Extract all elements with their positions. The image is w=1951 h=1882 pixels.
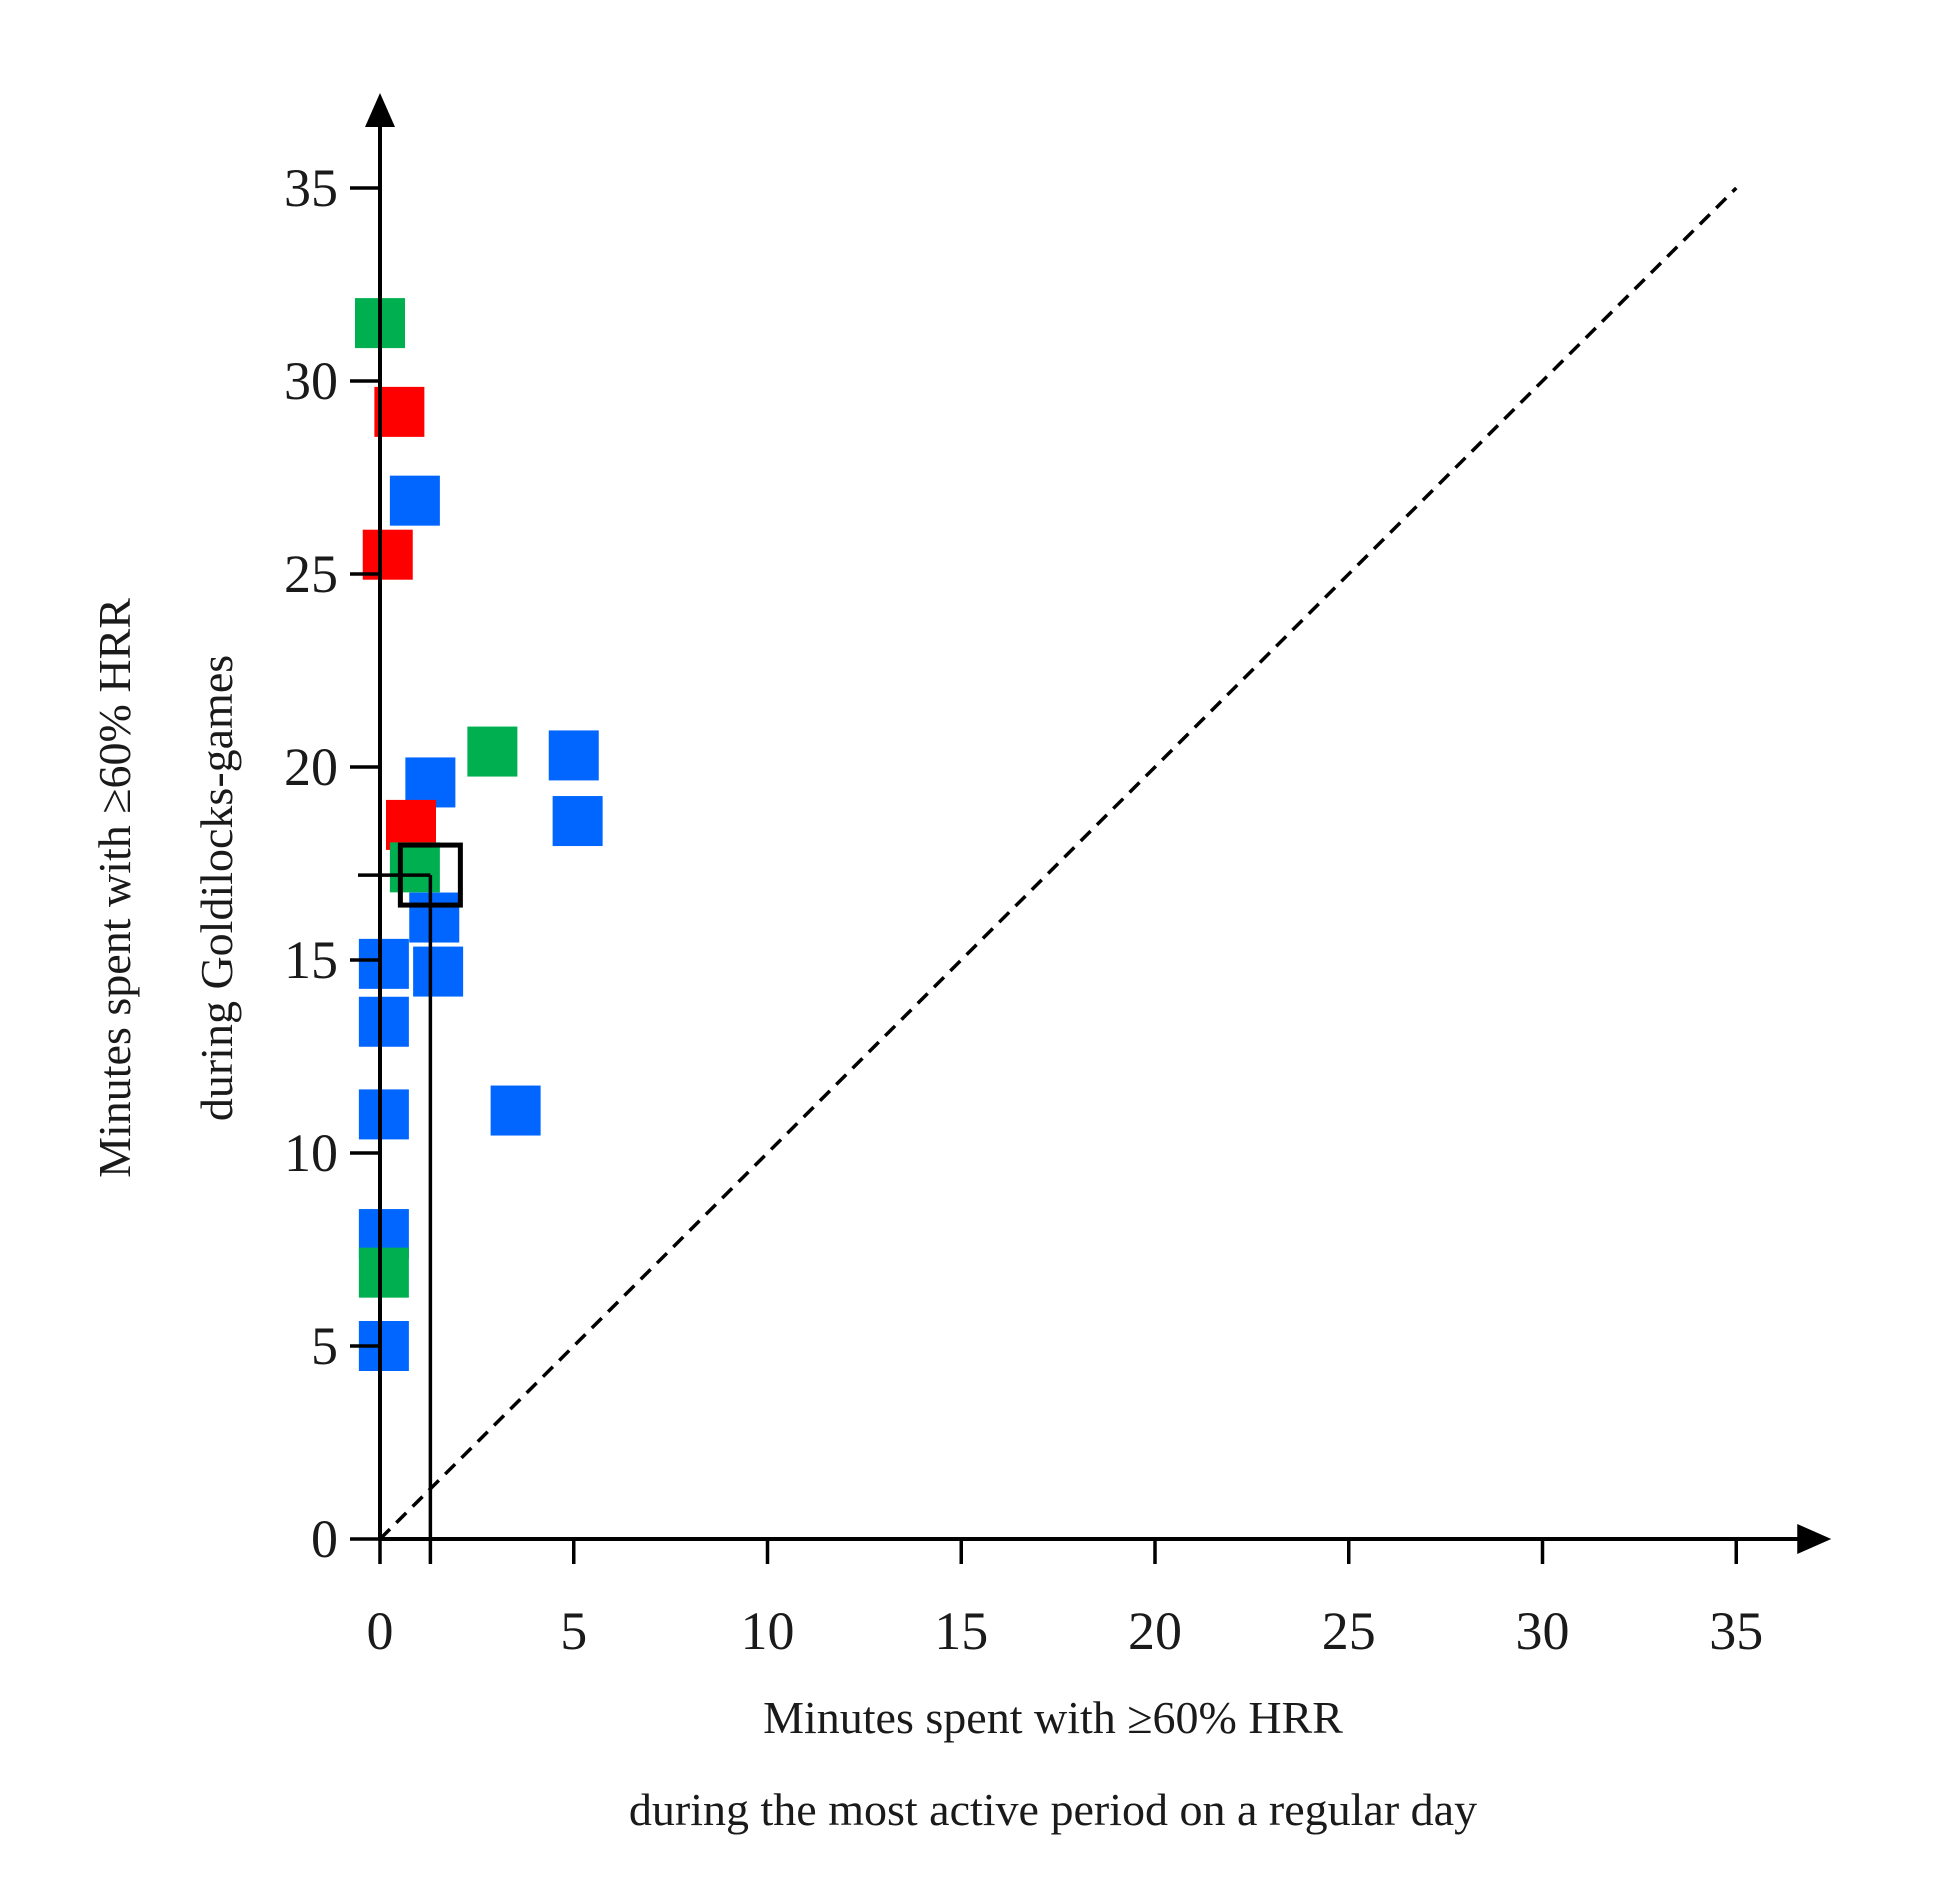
- blue-point-3: [552, 796, 603, 847]
- blue-point-5: [413, 946, 464, 997]
- x-tick-label-6: 30: [1516, 1601, 1570, 1661]
- red-point-0: [374, 386, 425, 437]
- y-tick-label-5: 25: [284, 544, 338, 604]
- blue-point-8: [490, 1085, 541, 1136]
- y-tick-label-4: 20: [284, 737, 338, 797]
- points-layer: [355, 298, 603, 1564]
- blue-point-1: [405, 757, 456, 808]
- x-tick-label-1: 5: [560, 1601, 587, 1661]
- green-point-3: [358, 1247, 409, 1298]
- mean-marker-square: [397, 842, 463, 908]
- blue-point-4: [409, 892, 460, 943]
- green-point-2: [389, 842, 440, 893]
- red-point-2: [386, 799, 436, 850]
- x-tick-label-0: 0: [367, 1601, 394, 1661]
- y-tick-label-0: 0: [311, 1509, 338, 1569]
- y-tick-label-2: 10: [284, 1123, 338, 1183]
- red-point-1: [362, 529, 413, 580]
- x-tick-label-2: 10: [741, 1601, 795, 1661]
- x-tick-label-5: 25: [1322, 1601, 1376, 1661]
- y-tick-label-7: 35: [284, 158, 338, 218]
- blue-point-6: [358, 938, 409, 989]
- x-tick-label-4: 20: [1128, 1601, 1182, 1661]
- x-tick-label-3: 15: [934, 1601, 988, 1661]
- x-tick-label-7: 35: [1709, 1601, 1763, 1661]
- green-point-1: [467, 726, 518, 777]
- y-tick-label-6: 30: [284, 351, 338, 411]
- blue-point-2: [548, 730, 599, 781]
- x-axis-title-line-2: during the most active period on a regul…: [629, 1784, 1477, 1835]
- x-axis-title-line-1: Minutes spent with ≥60% HRR: [763, 1692, 1343, 1743]
- blue-point-9: [358, 1089, 409, 1140]
- identity-line: [378, 186, 1738, 1541]
- axes-layer: [350, 93, 1832, 1564]
- y-tick-label-3: 15: [284, 930, 338, 990]
- y-axis-arrow: [365, 93, 395, 127]
- y-axis-title-line-2: during Goldilocks-games: [191, 655, 242, 1121]
- reference-layer: [378, 186, 1738, 1541]
- blue-point-7: [358, 996, 409, 1047]
- y-tick-label-1: 5: [311, 1316, 338, 1376]
- y-axis-title-line-1: Minutes spent with ≥60% HRR: [89, 598, 140, 1178]
- x-axis-arrow: [1797, 1524, 1832, 1554]
- tick-labels-layer: 0 5 10 15 20 25 30 35 0 5 10 15 20 25 30 35: [284, 158, 1763, 1661]
- blue-point-0: [389, 475, 440, 526]
